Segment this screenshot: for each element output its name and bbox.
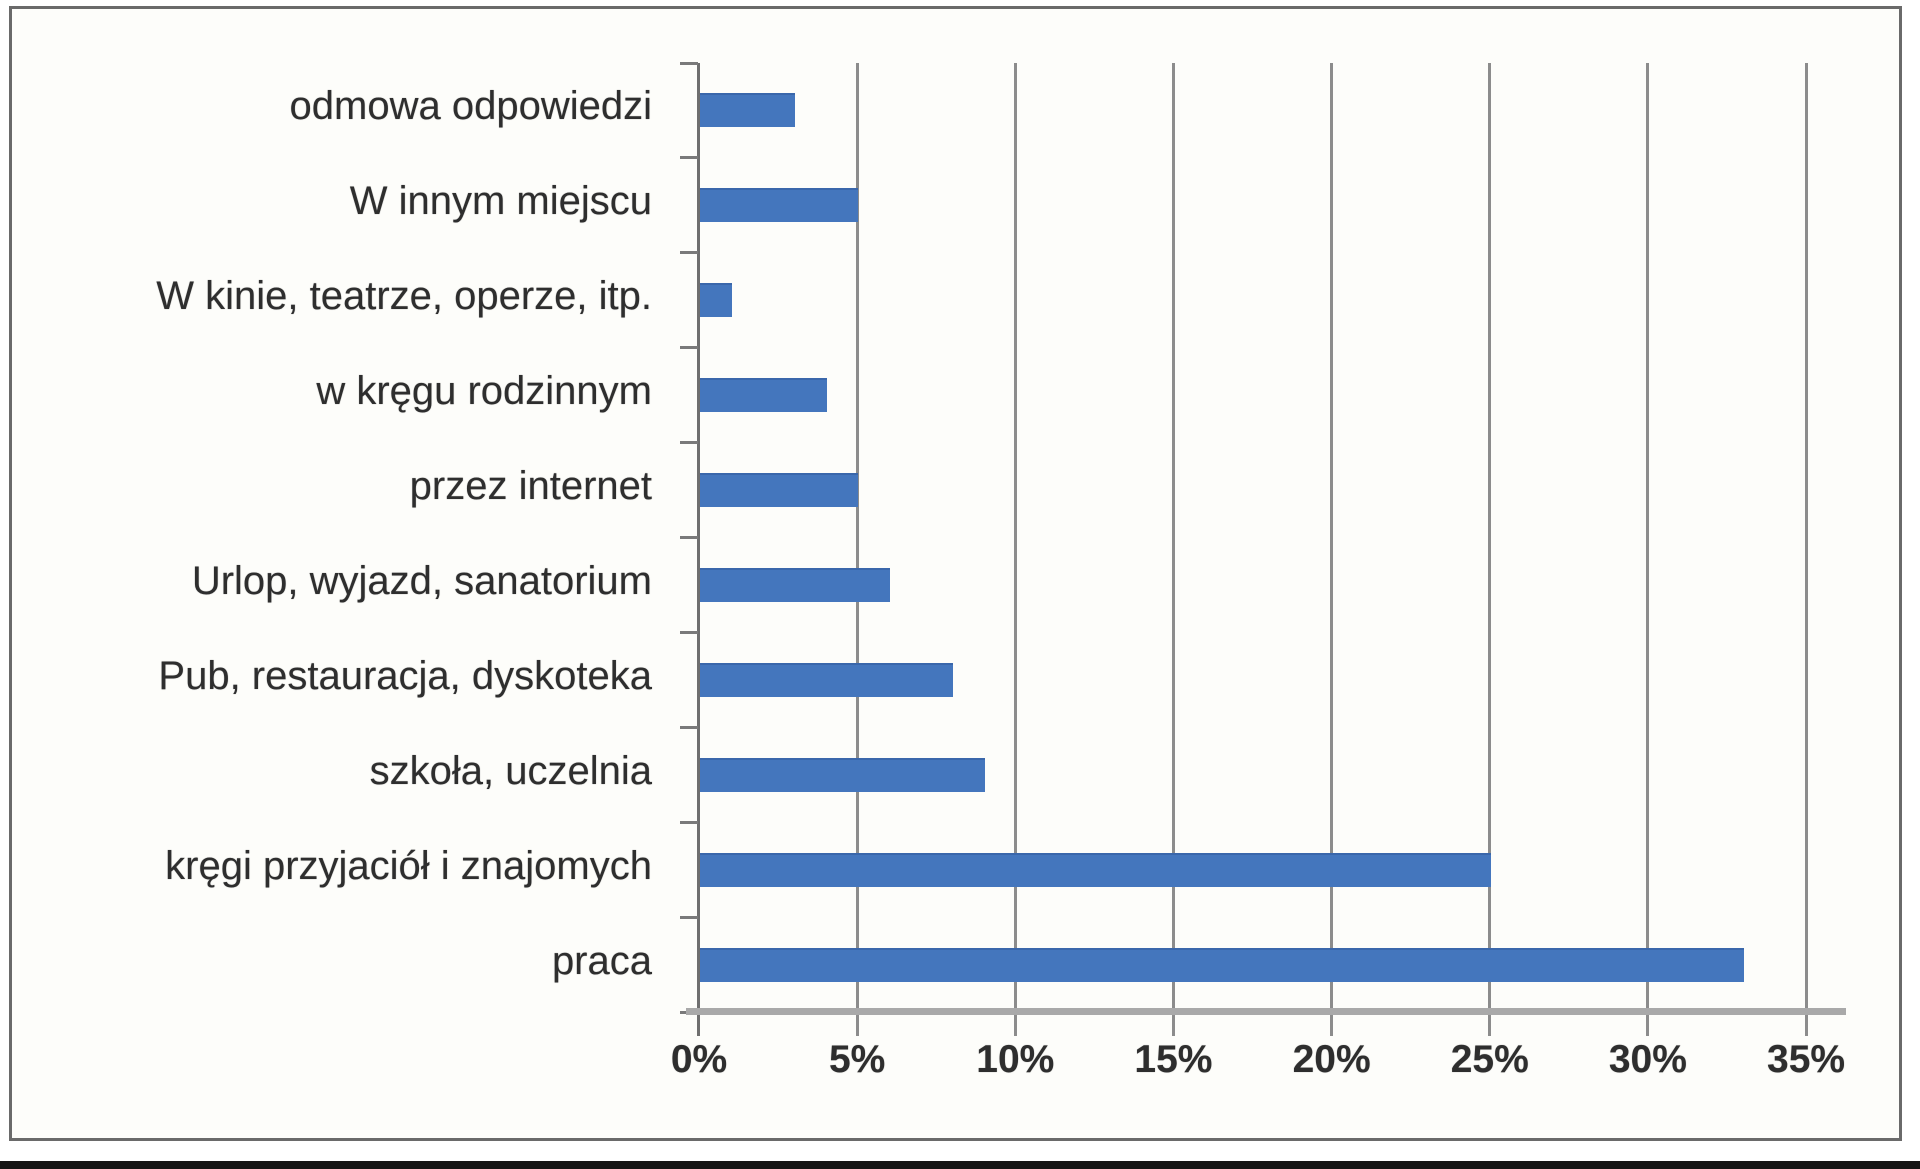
bar-3	[700, 283, 732, 318]
y-axis-tick	[680, 251, 698, 255]
category-label: praca	[551, 938, 652, 983]
category-label: Urlop, wyjazd, sanatorium	[191, 558, 652, 603]
bar-9	[700, 852, 1491, 887]
y-axis	[697, 63, 700, 1036]
category-label: odmowa odpowiedzi	[289, 84, 652, 129]
category-label: w kręgu rodzinnym	[316, 369, 652, 414]
x-axis	[686, 1008, 1846, 1015]
y-axis-tick	[680, 156, 698, 160]
gridline-5%	[855, 63, 859, 1036]
y-axis-tick	[680, 536, 698, 539]
gridline-20%	[1330, 63, 1334, 1036]
bar-4	[700, 378, 827, 413]
bar-2	[700, 188, 859, 223]
y-axis-tick	[680, 915, 698, 919]
category-label: W innym miejscu	[349, 179, 652, 224]
x-tick-label: 25%	[1450, 1038, 1529, 1081]
category-label: Pub, restauracja, dyskoteka	[158, 653, 652, 698]
y-axis-tick	[680, 441, 698, 445]
bar-5	[700, 473, 859, 508]
bar-8	[700, 757, 985, 792]
gridline-25%	[1488, 63, 1492, 1036]
x-tick-label: 30%	[1608, 1038, 1687, 1081]
y-axis-tick	[680, 630, 698, 634]
x-tick-label: 35%	[1767, 1038, 1846, 1081]
category-label: W kinie, teatrze, operze, itp.	[156, 274, 652, 319]
scan-edge-line	[0, 1161, 1920, 1169]
y-axis-tick	[680, 346, 698, 350]
x-tick-label: 0%	[670, 1038, 728, 1081]
y-axis-tick	[680, 61, 698, 65]
x-tick-label: 20%	[1292, 1038, 1371, 1081]
bar-6	[700, 567, 890, 602]
y-axis-tick	[680, 725, 698, 729]
bar-7	[700, 662, 954, 697]
x-tick-label: 5%	[828, 1038, 886, 1081]
gridline-30%	[1646, 63, 1650, 1036]
x-tick-label: 10%	[976, 1038, 1055, 1081]
y-axis-tick	[680, 820, 698, 824]
gridline-15%	[1171, 63, 1175, 1036]
gridline-10%	[1013, 63, 1017, 1036]
x-tick-label: 15%	[1134, 1038, 1213, 1081]
bar-10	[700, 947, 1744, 982]
bar-1	[700, 93, 795, 128]
category-label: kręgi przyjaciół i znajomych	[165, 843, 652, 888]
gridline-35%	[1804, 63, 1808, 1036]
category-label: przez internet	[409, 464, 652, 509]
category-label: szkoła, uczelnia	[369, 748, 652, 793]
